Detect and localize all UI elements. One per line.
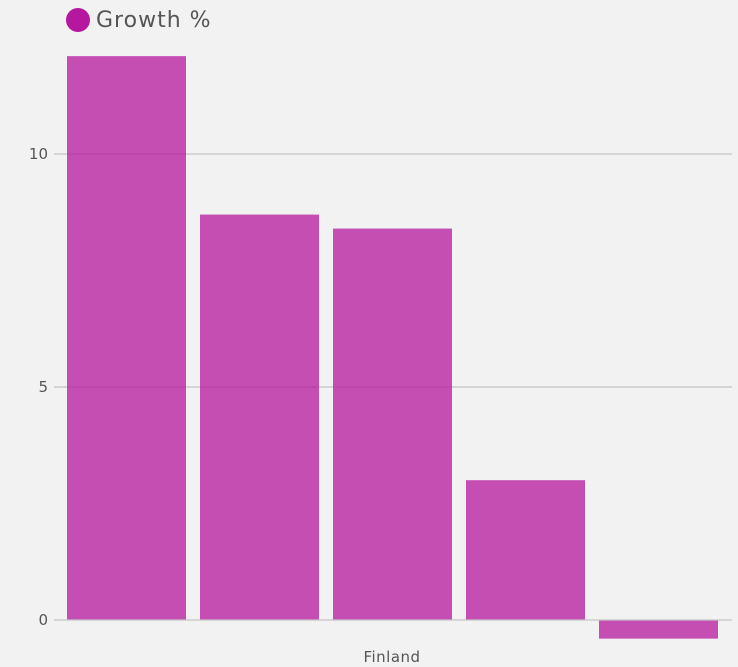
legend-swatch <box>66 8 90 32</box>
legend[interactable]: Growth % <box>66 8 212 33</box>
bar-1[interactable] <box>67 56 186 620</box>
bars <box>67 56 718 639</box>
legend-label: Growth % <box>96 8 212 33</box>
x-axis-label: Finland <box>363 648 420 666</box>
y-tick-label: 10 <box>29 145 48 163</box>
bar-4[interactable] <box>466 480 585 620</box>
bar-3[interactable] <box>333 228 452 620</box>
bar-2[interactable] <box>200 214 319 620</box>
y-tick-label: 0 <box>38 611 48 629</box>
y-tick-label: 5 <box>38 378 48 396</box>
y-axis-ticks: 0 5 10 <box>29 145 48 629</box>
bar-5[interactable] <box>599 620 718 639</box>
